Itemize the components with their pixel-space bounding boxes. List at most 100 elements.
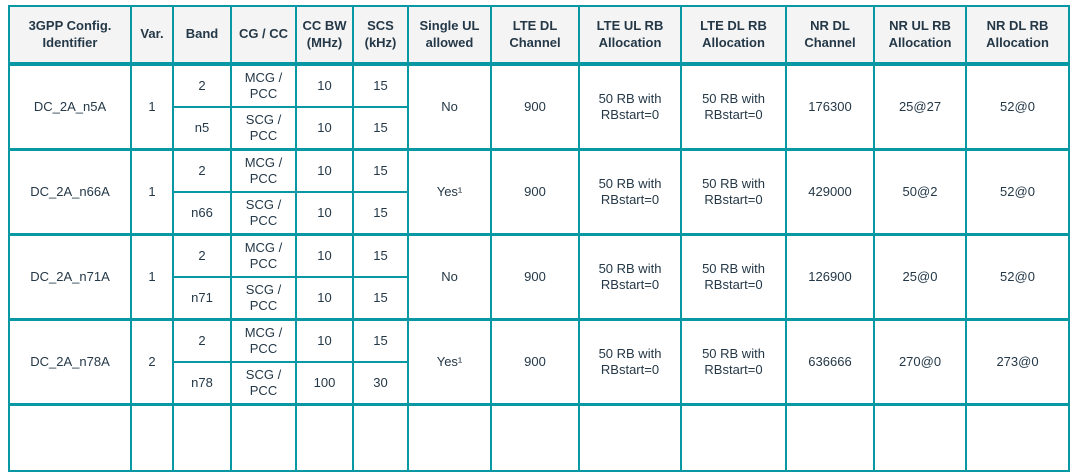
cell-scs: 15: [352, 148, 409, 193]
header-cell-lte_ul_rb: LTE UL RB Allocation: [578, 5, 682, 66]
cell-cg-cc: MCG / PCC: [230, 318, 297, 363]
table-row: DC_2A_n78A 2 2 MCG / PCC 10 15 Yes¹ 900 50 RB wi…: [8, 318, 1070, 406]
cell-nr-ul-rb: 25@27: [873, 62, 967, 151]
cell-var-empty: [130, 403, 174, 472]
header-cell-nr_dl_channel: NR DL Channel: [785, 5, 875, 66]
cell-cg-cc: MCG / PCC: [230, 233, 297, 278]
dc-config-table-container: 3GPP Config. Identifier Var. Band CG / CC CC…: [8, 5, 1070, 472]
cell-band: 2: [172, 62, 232, 108]
dc-config-table: 3GPP Config. Identifier Var. Band CG / CC CC…: [8, 5, 1070, 472]
cell-lte-ul-rb: 50 RB with RBstart=0: [578, 62, 682, 151]
cell-lte_dl_rb-empty: [680, 403, 787, 472]
cell-scs: 15: [352, 233, 409, 278]
header-cell-var: Var.: [130, 5, 174, 66]
table-row: n66 SCG / PCC 10 15: [9, 191, 1069, 236]
cell-nr_dl_rb-empty: [965, 403, 1070, 472]
cell-lte-ul-rb: 50 RB with RBstart=0: [578, 233, 682, 321]
cell-cc-bw: 10: [295, 191, 354, 236]
cell-band-empty: [172, 403, 232, 472]
header-row: 3GPP Config. Identifier Var. Band CG / CC CC…: [8, 5, 1070, 66]
cell-cg_cc-empty: [230, 403, 297, 472]
header-cell-single_ul: Single UL allowed: [407, 5, 492, 66]
cell-lte-dl-rb: 50 RB with RBstart=0: [680, 318, 787, 406]
cell-lte-ul-rb: 50 RB with RBstart=0: [578, 318, 682, 406]
cell-cg-cc: SCG / PCC: [230, 106, 297, 151]
table-header: 3GPP Config. Identifier Var. Band CG / CC CC…: [8, 5, 1070, 66]
cell-cg-cc: SCG / PCC: [230, 191, 297, 236]
cell-nr-dl-channel: 636666: [785, 318, 875, 406]
cell-nr-dl-rb: 52@0: [965, 233, 1070, 321]
cell-var: 1: [130, 233, 174, 321]
cell-var: 1: [130, 62, 174, 151]
cell-nr_ul_rb-empty: [873, 403, 967, 472]
header-cell-band: Band: [172, 5, 232, 66]
cell-band: n71: [172, 276, 232, 321]
header-cell-nr_dl_rb: NR DL RB Allocation: [965, 5, 1070, 66]
header-cell-cc_bw: CC BW (MHz): [295, 5, 354, 66]
cell-nr-dl-rb: 52@0: [965, 148, 1070, 236]
cell-lte-dl-channel: 900: [490, 62, 580, 151]
cell-nr-dl-rb: 52@0: [965, 62, 1070, 151]
cell-cc-bw: 10: [295, 148, 354, 193]
cell-cg-cc: SCG / PCC: [230, 276, 297, 321]
cell-band: n78: [172, 361, 232, 406]
cell-single-ul: No: [407, 62, 492, 151]
cell-lte-dl-rb: 50 RB with RBstart=0: [680, 148, 787, 236]
cell-lte-dl-rb: 50 RB with RBstart=0: [680, 233, 787, 321]
cell-lte-ul-rb: 50 RB with RBstart=0: [578, 148, 682, 236]
cell-single-ul: No: [407, 233, 492, 321]
cell-lte_dl_channel-empty: [490, 403, 580, 472]
cell-lte-dl-channel: 900: [490, 233, 580, 321]
cell-scs-empty: [352, 403, 409, 472]
table-body: DC_2A_n5A 1 2 MCG / PCC 10 15 No 900 50 RB with …: [8, 62, 1070, 472]
cell-scs: 15: [352, 318, 409, 363]
cell-nr-dl-channel: 126900: [785, 233, 875, 321]
cell-nr-dl-channel: 429000: [785, 148, 875, 236]
cell-cc-bw: 10: [295, 233, 354, 278]
cell-single-ul: Yes¹: [407, 148, 492, 236]
cell-scs: 30: [352, 361, 409, 406]
header-cell-cg_cc: CG / CC: [230, 5, 297, 66]
table-row: n71 SCG / PCC 10 15: [9, 276, 1069, 321]
header-cell-lte_dl_rb: LTE DL RB Allocation: [680, 5, 787, 66]
cell-cc_bw-empty: [295, 403, 354, 472]
cell-lte-dl-rb: 50 RB with RBstart=0: [680, 62, 787, 151]
cell-nr_dl_channel-empty: [785, 403, 875, 472]
cell-nr-dl-channel: 176300: [785, 62, 875, 151]
cell-scs: 15: [352, 276, 409, 321]
cell-lte-dl-channel: 900: [490, 318, 580, 406]
header-cell-config: 3GPP Config. Identifier: [8, 5, 132, 66]
cell-cg-cc: MCG / PCC: [230, 62, 297, 108]
cell-lte_ul_rb-empty: [578, 403, 682, 472]
cell-single_ul-empty: [407, 403, 492, 472]
cell-cc-bw: 10: [295, 106, 354, 151]
cell-nr-ul-rb: 25@0: [873, 233, 967, 321]
table-row: DC_2A_n5A 1 2 MCG / PCC 10 15 No 900 50 RB with …: [8, 62, 1070, 151]
table-row: n78 SCG / PCC 100 30: [9, 361, 1069, 406]
cell-cc-bw: 100: [295, 361, 354, 406]
table-row: DC_2A_n66A 1 2 MCG / PCC 10 15 Yes¹ 900 50 RB wi…: [8, 148, 1070, 236]
cell-config-identifier: DC_2A_n66A: [8, 148, 132, 236]
cell-lte-dl-channel: 900: [490, 148, 580, 236]
cell-band: 2: [172, 318, 232, 363]
cell-nr-ul-rb: 270@0: [873, 318, 967, 406]
cell-band: n5: [172, 106, 232, 151]
cell-cg-cc: SCG / PCC: [230, 361, 297, 406]
cell-scs: 15: [352, 62, 409, 108]
cell-nr-ul-rb: 50@2: [873, 148, 967, 236]
cell-single-ul: Yes¹: [407, 318, 492, 406]
cell-config-identifier: DC_2A_n71A: [8, 233, 132, 321]
header-cell-lte_dl_channel: LTE DL Channel: [490, 5, 580, 66]
header-cell-nr_ul_rb: NR UL RB Allocation: [873, 5, 967, 66]
header-cell-scs: SCS (kHz): [352, 5, 409, 66]
table-row-partial: [8, 403, 1070, 472]
cell-scs: 15: [352, 191, 409, 236]
cell-cc-bw: 10: [295, 276, 354, 321]
table-row: n5 SCG / PCC 10 15: [9, 106, 1069, 151]
cell-config-empty: [8, 403, 132, 472]
cell-scs: 15: [352, 106, 409, 151]
cell-config-identifier: DC_2A_n5A: [8, 62, 132, 151]
cell-config-identifier: DC_2A_n78A: [8, 318, 132, 406]
cell-var: 1: [130, 148, 174, 236]
cell-nr-dl-rb: 273@0: [965, 318, 1070, 406]
